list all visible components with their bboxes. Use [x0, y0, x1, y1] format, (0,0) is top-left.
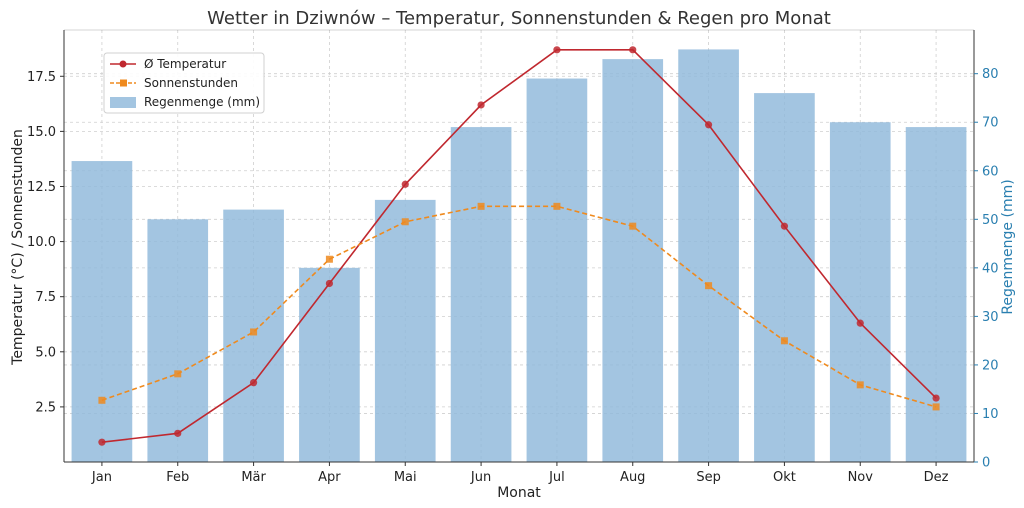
y-tick-label: 15.0	[27, 125, 56, 140]
temperature-point	[932, 394, 940, 402]
y-tick-label: 5.0	[35, 345, 56, 360]
chart-title: Wetter in Dziwnów – Temperatur, Sonnenst…	[207, 8, 831, 29]
rain-bar	[602, 59, 664, 462]
x-tick-label: Jan	[91, 470, 112, 485]
x-tick-label: Jun	[470, 470, 491, 485]
rain-bar	[299, 267, 360, 462]
temperature-point	[704, 121, 713, 129]
sunshine-point	[553, 202, 561, 210]
sunshine-point	[174, 370, 182, 378]
temperature-point	[629, 46, 637, 54]
x-axis-label: Monat	[497, 485, 541, 501]
sunshine-point	[477, 202, 485, 210]
temperature-point	[249, 379, 258, 387]
rain-bar	[374, 199, 436, 462]
y-right-tick-label: 80	[982, 67, 999, 82]
rain-bar	[450, 127, 512, 463]
rain-bar	[526, 78, 588, 462]
legend-box	[103, 52, 265, 114]
temperature-point	[553, 46, 561, 54]
rain-bar	[71, 161, 133, 462]
y-tick-label: 7.5	[35, 290, 56, 305]
rain-bar	[829, 122, 891, 462]
y-right-tick-label: 60	[982, 164, 999, 179]
rain-bar	[147, 219, 209, 462]
sunshine-point	[325, 255, 333, 263]
x-tick-label: Mai	[394, 470, 417, 485]
rain-bar	[754, 93, 815, 462]
x-tick-label: Mär	[241, 470, 266, 485]
x-tick-label: Dez	[924, 470, 949, 485]
legend-label: Ø Temperatur	[144, 57, 226, 71]
temperature-point	[174, 429, 182, 437]
legend-marker	[119, 60, 127, 68]
legend: Ø Temperatur Sonnenstunden Regenmenge (mm)	[103, 52, 265, 114]
y-right-tick-label: 40	[982, 261, 999, 276]
rain-bar	[905, 127, 967, 463]
y-right-tick-label: 0	[982, 456, 990, 471]
y-right-tick-label: 30	[982, 310, 999, 325]
y-right-tick-label: 10	[982, 407, 999, 422]
temperature-point	[780, 222, 789, 230]
temperature-point	[325, 279, 334, 288]
x-tick-label: Jul	[548, 470, 565, 485]
sunshine-point	[856, 381, 864, 389]
rain-bar	[678, 49, 739, 462]
sunshine-line	[101, 205, 937, 408]
y-tick-label: 10.0	[27, 235, 56, 250]
sunshine-point	[932, 403, 940, 411]
sunshine-point	[98, 396, 106, 404]
sunshine-point	[250, 328, 258, 336]
line-series	[98, 46, 940, 446]
temperature-point	[401, 180, 409, 188]
x-tick-label: Feb	[166, 470, 189, 485]
y-axis-label-left: Temperatur (°C) / Sonnenstunden	[10, 129, 26, 366]
x-tick-label: Nov	[848, 470, 874, 485]
sunshine-point	[705, 282, 713, 290]
legend-label: Regenmenge (mm)	[144, 95, 260, 109]
y-right-tick-label: 50	[982, 213, 999, 228]
x-tick-label: Aug	[620, 470, 645, 485]
temperature-point	[856, 319, 864, 327]
legend-marker	[120, 79, 127, 87]
sunshine-point	[629, 222, 637, 230]
axes: 2.5 5.0 7.5 10.0 12.5 15.0 17.5 0 10 20 30 40 50 60 70…	[27, 29, 999, 485]
legend-label: Sonnenstunden	[144, 76, 238, 90]
y-right-tick-label: 20	[982, 358, 999, 373]
x-tick-label: Sep	[696, 470, 721, 485]
y-right-tick-label: 70	[982, 116, 999, 131]
sunshine-point	[780, 337, 788, 345]
x-tick-label: Okt	[773, 470, 796, 485]
legend-swatch-bar	[110, 97, 136, 108]
x-tick-label: Apr	[318, 470, 341, 485]
rain-bars	[71, 49, 967, 463]
sunshine-point	[401, 218, 409, 226]
rain-bar	[223, 209, 284, 462]
y-tick-label: 2.5	[35, 400, 56, 415]
temperature-point	[477, 101, 485, 109]
y-axis-label-right: Regenmenge (mm)	[1000, 179, 1016, 314]
y-tick-label: 12.5	[27, 180, 56, 195]
temperature-point	[98, 438, 106, 446]
y-tick-label: 17.5	[27, 70, 56, 85]
temperature-line	[101, 48, 937, 443]
